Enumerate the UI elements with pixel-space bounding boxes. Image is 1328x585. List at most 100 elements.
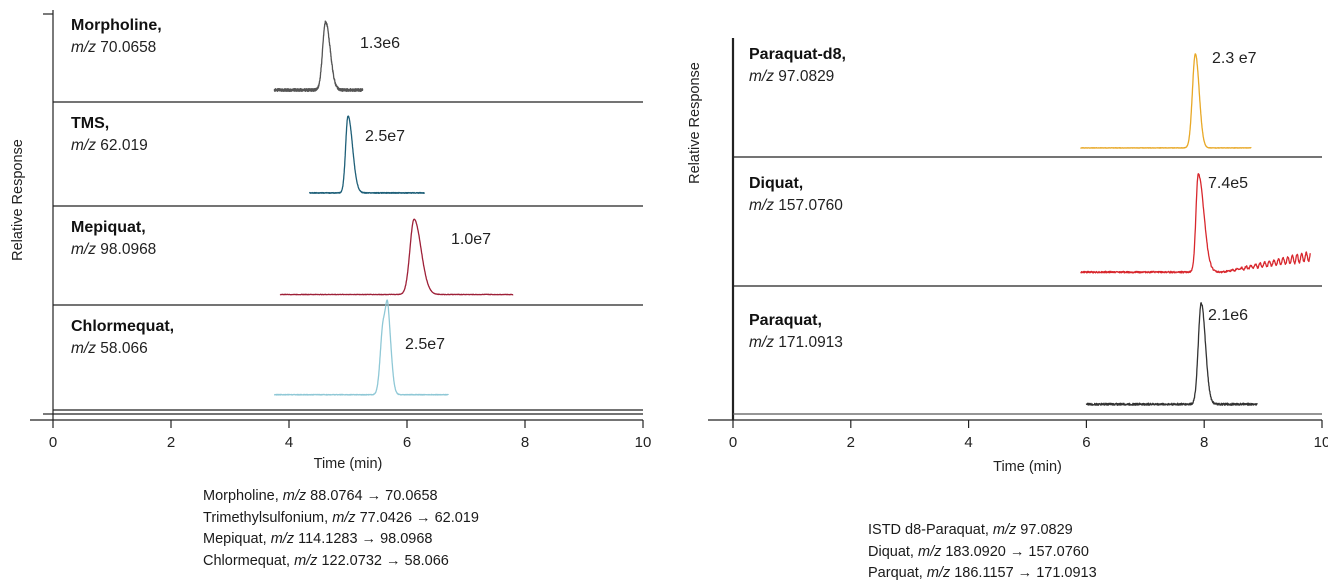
x-axis-label: Time (min) <box>993 459 1062 475</box>
peak-intensity-label: 2.5e7 <box>405 336 445 353</box>
product-mz: 98.0968 <box>380 531 433 547</box>
x-tick-label: 8 <box>521 434 529 451</box>
mz-prefix: m/z <box>917 543 942 560</box>
transition-list-left: Morpholine, m/z 88.0764 → 70.0658 Trimeth… <box>203 486 479 572</box>
x-tick-label: 2 <box>167 434 175 451</box>
mz-value: 97.0829 <box>774 68 834 85</box>
arrow-icon: → <box>362 488 386 504</box>
compound-mz: m/z 70.0658 <box>71 39 156 56</box>
product-mz: 157.0760 <box>1028 543 1089 560</box>
mz-value: 70.0658 <box>96 39 156 56</box>
x-tick-label: 4 <box>964 434 972 451</box>
mz-value: 98.0968 <box>96 241 156 258</box>
peak-intensity-label: 1.0e7 <box>451 231 491 248</box>
precursor-mz: 114.1283 <box>294 531 358 547</box>
arrow-icon: → <box>1013 565 1037 581</box>
x-tick-label: 10 <box>1314 434 1328 451</box>
mz-value: 171.0913 <box>774 334 843 351</box>
transition-line: Diquat, m/z 183.0920 → 157.0760 <box>868 542 1097 564</box>
chart-left: 0 2 4 6 8 10 Time (min) Relative Response Morpho… <box>10 10 651 472</box>
chart-right: 0 2 4 6 8 10 Time (min) Relative Response Paraqu… <box>687 38 1328 475</box>
product-mz: 58.066 <box>404 552 449 569</box>
peak-intensity-label: 2.3 e7 <box>1212 50 1257 67</box>
mz-prefix: m/z <box>71 340 96 357</box>
precursor-mz: 183.0920 <box>941 543 1006 560</box>
x-tick-label: 0 <box>729 434 737 451</box>
transition-name: Parquat, <box>868 565 927 581</box>
trace-1 <box>308 115 426 194</box>
mz-prefix: m/z <box>749 334 774 351</box>
trace-1 <box>1080 173 1311 274</box>
mz-prefix: m/z <box>282 488 307 504</box>
trace-3 <box>273 299 449 396</box>
transition-line: ISTD d8-Paraquat, m/z 97.0829 <box>868 520 1097 542</box>
x-tick-label: 10 <box>635 434 652 451</box>
product-mz: 70.0658 <box>385 488 438 504</box>
compound-mz: m/z 58.066 <box>71 340 148 357</box>
transition-line: Mepiquat, m/z 114.1283 → 98.0968 <box>203 529 479 551</box>
compound-mz: m/z 157.0760 <box>749 197 843 214</box>
compound-name: Chlormequat, <box>71 318 174 335</box>
x-tick-label: 6 <box>403 434 411 451</box>
x-tick-label: 6 <box>1082 434 1090 451</box>
precursor-mz: 77.0426 <box>355 509 413 526</box>
mz-prefix: m/z <box>71 39 96 56</box>
precursor-mz: 122.0732 <box>317 552 382 569</box>
precursor-mz: 186.1157 <box>950 565 1014 581</box>
mz-prefix: m/z <box>992 522 1017 538</box>
peak-intensity-label: 2.5e7 <box>365 128 405 145</box>
trace-0 <box>273 20 364 93</box>
trace-0 <box>1080 53 1252 149</box>
mz-prefix: m/z <box>749 197 774 214</box>
transition-line: Parquat, m/z 186.1157 → 171.0913 <box>868 563 1097 585</box>
peak-intensity-label: 2.1e6 <box>1208 307 1248 324</box>
compound-name: Morpholine, <box>71 17 162 34</box>
transition-name: ISTD d8-Paraquat, <box>868 522 993 538</box>
transition-list-right: ISTD d8-Paraquat, m/z 97.0829 Diquat, m/z… <box>868 520 1097 585</box>
mz-prefix: m/z <box>926 565 951 581</box>
peak-intensity-label: 7.4e5 <box>1208 175 1248 192</box>
transition-name: Morpholine, <box>203 488 283 504</box>
arrow-icon: → <box>357 531 381 547</box>
mz-prefix: m/z <box>294 552 318 569</box>
x-tick-label: 8 <box>1200 434 1208 451</box>
precursor-mz: 97.0829 <box>1016 522 1073 538</box>
transition-line: Trimethylsulfonium, m/z 77.0426 → 62.019 <box>203 508 479 530</box>
compound-mz: m/z 98.0968 <box>71 241 156 258</box>
trace-2 <box>1085 302 1258 406</box>
product-mz: 171.0913 <box>1036 565 1097 581</box>
y-axis-label: Relative Response <box>10 139 26 261</box>
compound-name: TMS, <box>71 115 109 132</box>
transition-line: Morpholine, m/z 88.0764 → 70.0658 <box>203 486 479 508</box>
compound-name: Paraquat-d8, <box>749 46 846 63</box>
transition-name: Trimethylsulfonium, <box>203 509 333 526</box>
transition-line: Chlormequat, m/z 122.0732 → 58.066 <box>203 551 479 573</box>
compound-mz: m/z 97.0829 <box>749 68 834 85</box>
mz-prefix: m/z <box>71 137 96 154</box>
mz-value: 62.019 <box>96 137 148 154</box>
transition-name: Mepiquat, <box>203 531 271 547</box>
mz-value: 157.0760 <box>774 197 843 214</box>
transition-name: Chlormequat, <box>203 552 295 569</box>
trace-2 <box>279 218 514 296</box>
compound-name: Mepiquat, <box>71 219 146 236</box>
mz-prefix: m/z <box>71 241 96 258</box>
arrow-icon: → <box>1005 543 1029 560</box>
peak-intensity-label: 1.3e6 <box>360 35 400 52</box>
compound-mz: m/z 171.0913 <box>749 334 843 351</box>
mz-prefix: m/z <box>270 531 295 547</box>
y-axis-label: Relative Response <box>687 62 703 184</box>
precursor-mz: 88.0764 <box>306 488 363 504</box>
arrow-icon: → <box>381 552 405 569</box>
x-tick-label: 4 <box>285 434 293 451</box>
mz-value: 58.066 <box>96 340 148 357</box>
x-tick-label: 0 <box>49 434 57 451</box>
compound-mz: m/z 62.019 <box>71 137 148 154</box>
x-tick-label: 2 <box>847 434 855 451</box>
x-axis-label: Time (min) <box>314 456 383 472</box>
product-mz: 62.019 <box>434 509 479 526</box>
compound-name: Diquat, <box>749 175 803 192</box>
transition-name: Diquat, <box>868 543 918 560</box>
mz-prefix: m/z <box>749 68 774 85</box>
